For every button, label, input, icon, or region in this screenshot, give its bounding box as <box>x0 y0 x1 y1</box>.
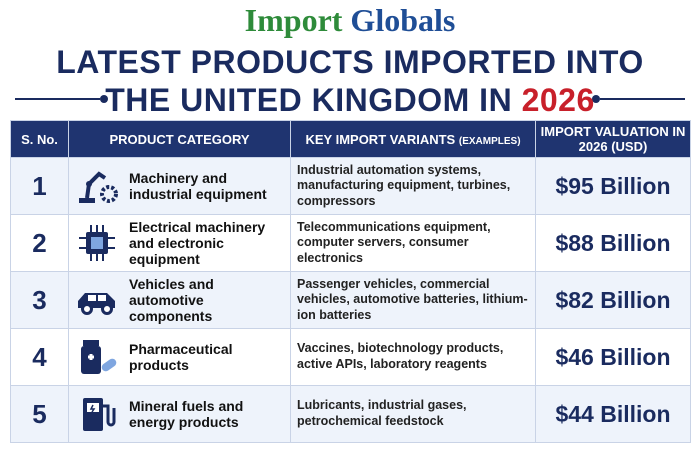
table-row: 1 Machinery and industrial equipment Indus… <box>10 157 691 215</box>
decor-dot <box>592 95 600 103</box>
table-cell: Electrical machinery and electronic equi… <box>68 214 291 272</box>
serial-number: 3 <box>32 284 47 315</box>
table-cell: 3 <box>10 271 69 329</box>
import-valuation: $44 Billion <box>555 400 671 427</box>
table-cell: $95 Billion <box>535 157 691 215</box>
header-cell: S. No. <box>10 120 69 158</box>
title-year: 2026 <box>521 82 595 118</box>
category-wrap: Electrical machinery and electronic equi… <box>75 219 284 267</box>
decor-line <box>15 98 100 100</box>
logo: Import Globals <box>0 2 700 39</box>
table-cell: 4 <box>10 328 69 386</box>
table-cell: Lubricants, industrial gases, petrochemi… <box>290 385 536 443</box>
import-valuation: $46 Billion <box>555 343 671 370</box>
import-variants: Industrial automation systems, manufactu… <box>297 162 511 208</box>
table-cell: $46 Billion <box>535 328 691 386</box>
header-cell: PRODUCT CATEGORY <box>68 120 291 158</box>
table-row: 2 Electrical machinery and electronic equ… <box>10 214 691 272</box>
table-row: 3 Vehicles and automotive components Passe… <box>10 271 691 329</box>
table-cell: Telecommunications equipment, computer s… <box>290 214 536 272</box>
table-cell: 1 <box>10 157 69 215</box>
serial-number: 4 <box>32 341 47 372</box>
table-cell: $44 Billion <box>535 385 691 443</box>
table-cell: Vaccines, biotechnology products, active… <box>290 328 536 386</box>
header-cell: KEY IMPORT VARIANTS (EXAMPLES) <box>290 120 536 158</box>
table-cell: $88 Billion <box>535 214 691 272</box>
title-line: LATEST PRODUCTS IMPORTED INTO <box>56 44 644 80</box>
serial-number: 1 <box>32 170 47 201</box>
table-cell: Machinery and industrial equipment <box>68 157 291 215</box>
table-cell: $82 Billion <box>535 271 691 329</box>
decor-line <box>600 98 685 100</box>
serial-number: 5 <box>32 398 47 429</box>
import-variants: Telecommunications equipment, computer s… <box>297 219 491 265</box>
product-category: Vehicles and automotive components <box>129 276 214 324</box>
logo-word: Globals <box>350 2 456 38</box>
import-valuation: $82 Billion <box>555 286 671 313</box>
category-wrap: Pharmaceutical products <box>75 337 284 377</box>
import-valuation: $95 Billion <box>555 172 671 199</box>
header-cell: IMPORT VALUATION IN 2026 (USD) <box>535 120 691 158</box>
product-category: Pharmaceutical products <box>129 341 233 373</box>
table-cell: Vehicles and automotive components <box>68 271 291 329</box>
category-wrap: Machinery and industrial equipment <box>75 166 284 206</box>
header-note: (EXAMPLES) <box>458 135 521 147</box>
table-cell: Passenger vehicles, commercial vehicles,… <box>290 271 536 329</box>
table-cell: Pharmaceutical products <box>68 328 291 386</box>
product-category: Electrical machinery and electronic equi… <box>129 219 266 267</box>
category-icon <box>78 293 115 315</box>
import-variants: Passenger vehicles, commercial vehicles,… <box>297 276 528 322</box>
serial-number: 2 <box>32 227 47 258</box>
category-wrap: Mineral fuels and energy products <box>75 394 284 434</box>
logo-word: Import <box>244 2 343 38</box>
decor-dot <box>100 95 108 103</box>
table-cell: 2 <box>10 214 69 272</box>
table-row: 5 Mineral fuels and energy products Lubric… <box>10 385 691 443</box>
product-category: Mineral fuels and energy products <box>129 398 244 430</box>
import-valuation: $88 Billion <box>555 229 671 256</box>
header-text: KEY IMPORT VARIANTS <box>305 131 456 147</box>
table-cell: 5 <box>10 385 69 443</box>
category-icon <box>79 225 115 261</box>
table-cell: Industrial automation systems, manufactu… <box>290 157 536 215</box>
product-category: Machinery and industrial equipment <box>129 170 267 202</box>
table-row: 4 Pharmaceutical products Vaccines, biotec… <box>10 328 691 386</box>
import-variants: Lubricants, industrial gases, petrochemi… <box>297 398 467 428</box>
category-icon <box>83 398 116 431</box>
import-table: S. No. PRODUCT CATEGORY KEY IMPORT VARIA… <box>10 120 691 443</box>
title-line: THE UNITED KINGDOM IN 2026 <box>0 82 700 119</box>
table-cell: Mineral fuels and energy products <box>68 385 291 443</box>
category-icon <box>81 340 117 374</box>
table-body: 1 Machinery and industrial equipment Indus… <box>10 157 691 443</box>
category-wrap: Vehicles and automotive components <box>75 276 284 324</box>
import-variants: Vaccines, biotechnology products, active… <box>297 341 504 371</box>
header-row: S. No. PRODUCT CATEGORY KEY IMPORT VARIA… <box>10 120 691 158</box>
title-text: THE UNITED KINGDOM IN <box>105 82 513 118</box>
category-icon <box>79 171 118 203</box>
